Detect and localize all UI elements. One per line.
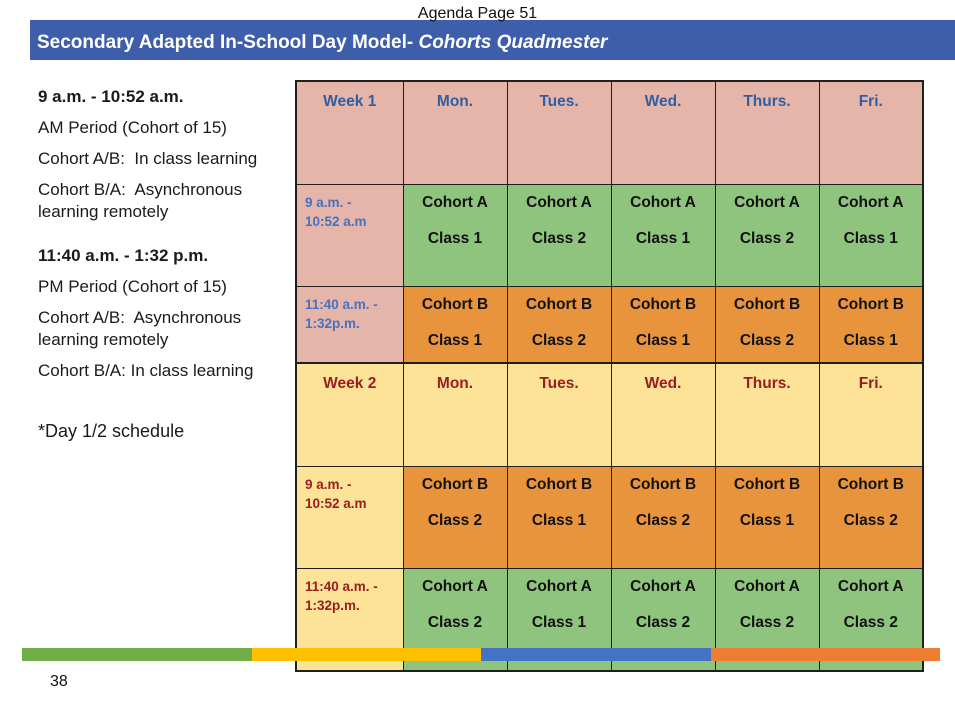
week1-label-cell: Week 1 (295, 80, 404, 185)
cohort-label: Cohort B (629, 296, 697, 313)
cohort-label: Cohort A (837, 578, 904, 595)
week2-header-fri: Fri. (818, 362, 924, 467)
week2-table: Week 2 Mon. Tues. Wed. Thurs. Fri. 9 a.m… (295, 362, 924, 672)
cohort-label: Cohort A (734, 578, 800, 595)
footer-bar-segment-gold (251, 648, 481, 661)
week2-label-cell: Week 2 (295, 362, 404, 467)
week1-header-wed: Wed. (610, 80, 716, 185)
week2-am-row: 9 a.m. - 10:52 a.m Cohort B Class 2 Cohor… (295, 466, 924, 569)
week2-am-mon-cell: Cohort B Class 2 (402, 466, 508, 569)
week1-am-thurs-cell: Cohort A Class 2 (714, 184, 820, 287)
week1-am-mon-cell: Cohort A Class 1 (402, 184, 508, 287)
am-cohort-ab-line: Cohort A/B: In class learning (38, 149, 258, 168)
pm-time-heading: 11:40 a.m. - 1:32 p.m. (38, 246, 209, 265)
cohort-label: Cohort A (837, 194, 904, 211)
class-label: Class 2 (739, 230, 795, 247)
cohort-label: Cohort A (630, 578, 696, 595)
cohort-label: Cohort A (630, 194, 696, 211)
class-label: Class 1 (531, 614, 587, 631)
class-label: Class 2 (531, 230, 587, 247)
title-bar: Secondary Adapted In-School Day Model- C… (30, 20, 955, 60)
class-label: Class 1 (635, 230, 691, 247)
week1-header-mon: Mon. (402, 80, 508, 185)
week1-am-row: 9 a.m. - 10:52 a.m Cohort A Class 1 Cohor… (295, 184, 924, 287)
week1-table: Week 1 Mon. Tues. Wed. Thurs. Fri. 9 a.m… (295, 80, 924, 390)
class-label: Class 2 (739, 614, 795, 631)
cohort-label: Cohort A (734, 194, 800, 211)
week1-am-tues-cell: Cohort A Class 2 (506, 184, 612, 287)
week2-header-mon: Mon. (402, 362, 508, 467)
footer-bar-segment-green (22, 648, 252, 661)
week2-am-fri-cell: Cohort B Class 2 (818, 466, 924, 569)
day-schedule-footnote: *Day 1/2 schedule (38, 421, 185, 441)
cohort-label: Cohort B (525, 296, 593, 313)
week2-am-thurs-cell: Cohort B Class 1 (714, 466, 820, 569)
am-period-line: AM Period (Cohort of 15) (38, 118, 227, 137)
week1-header-fri: Fri. (818, 80, 924, 185)
week2-am-tues-cell: Cohort B Class 1 (506, 466, 612, 569)
cohort-label: Cohort B (525, 476, 593, 493)
class-label: Class 2 (635, 512, 691, 529)
week1-am-time-cell: 9 a.m. - 10:52 a.m (295, 184, 404, 287)
cohort-label: Cohort A (422, 578, 488, 595)
cohort-label: Cohort B (837, 476, 904, 493)
class-label: Class 1 (427, 332, 483, 349)
class-label: Class 1 (739, 512, 795, 529)
week1-header-row: Week 1 Mon. Tues. Wed. Thurs. Fri. (295, 80, 924, 185)
class-label: Class 2 (531, 332, 587, 349)
agenda-page-label: Agenda Page 51 (417, 5, 538, 22)
am-cohort-ba-line: Cohort B/A: Asynchronous learning remote… (38, 180, 247, 221)
footer-bar-segment-blue (481, 648, 711, 661)
am-time-heading: 9 a.m. - 10:52 a.m. (38, 87, 184, 106)
class-label: Class 1 (843, 230, 898, 247)
class-label: Class 1 (427, 230, 483, 247)
cohort-label: Cohort A (422, 194, 488, 211)
class-label: Class 2 (427, 512, 483, 529)
week1-header-thurs: Thurs. (714, 80, 820, 185)
footer-color-bar (22, 648, 940, 661)
schedule-notes: 9 a.m. - 10:52 a.m. AM Period (Cohort of… (38, 86, 302, 451)
class-label: Class 2 (739, 332, 795, 349)
cohort-label: Cohort B (421, 476, 489, 493)
week1-header-tues: Tues. (506, 80, 612, 185)
week2-am-time-cell: 9 a.m. - 10:52 a.m (295, 466, 404, 569)
class-label: Class 1 (635, 332, 691, 349)
pm-period-line: PM Period (Cohort of 15) (38, 277, 227, 296)
cohort-label: Cohort B (733, 296, 801, 313)
week1-am-wed-cell: Cohort A Class 1 (610, 184, 716, 287)
cohort-label: Cohort A (526, 194, 592, 211)
class-label: Class 1 (531, 512, 587, 529)
class-label: Class 1 (843, 332, 898, 349)
page-title-regular: Secondary Adapted In-School Day Model- (37, 32, 419, 53)
page-title: Secondary Adapted In-School Day Model- C… (30, 26, 607, 54)
cohort-label: Cohort B (733, 476, 801, 493)
class-label: Class 2 (427, 614, 483, 631)
pm-cohort-ab-line: Cohort A/B: Asynchronous learning remote… (38, 308, 246, 349)
page-title-italic: Cohorts Quadmester (418, 32, 608, 53)
week2-header-thurs: Thurs. (714, 362, 820, 467)
class-label: Class 2 (635, 614, 691, 631)
week2-header-wed: Wed. (610, 362, 716, 467)
cohort-label: Cohort A (526, 578, 592, 595)
cohort-label: Cohort B (629, 476, 697, 493)
week2-header-row: Week 2 Mon. Tues. Wed. Thurs. Fri. (295, 362, 924, 467)
week1-am-fri-cell: Cohort A Class 1 (818, 184, 924, 287)
cohort-label: Cohort B (837, 296, 904, 313)
cohort-label: Cohort B (421, 296, 489, 313)
week2-am-wed-cell: Cohort B Class 2 (610, 466, 716, 569)
footer-bar-segment-orange (710, 648, 940, 661)
page-number: 38 (50, 673, 68, 690)
week2-header-tues: Tues. (506, 362, 612, 467)
class-label: Class 2 (843, 614, 898, 631)
class-label: Class 2 (843, 512, 898, 529)
pm-cohort-ba-line: Cohort B/A: In class learning (38, 361, 254, 380)
